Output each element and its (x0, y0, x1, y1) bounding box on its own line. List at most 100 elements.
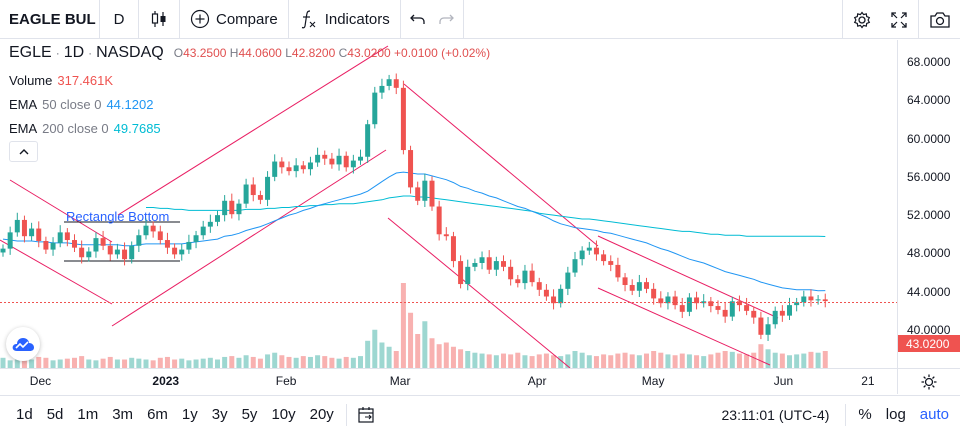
range-button[interactable]: 1m (77, 406, 99, 423)
volume-bar (508, 354, 514, 368)
channel-line[interactable] (597, 287, 771, 366)
log-toggle[interactable]: log (885, 406, 906, 423)
volume-label: Volume (9, 72, 53, 88)
logo-button[interactable] (6, 327, 40, 361)
axis-settings-button[interactable] (897, 368, 960, 394)
candle-body (486, 257, 492, 270)
candle-body (736, 301, 742, 306)
pattern-label[interactable]: Rectangle Bottom (66, 209, 169, 224)
percent-toggle[interactable]: % (858, 406, 872, 423)
candle-body (572, 259, 578, 273)
volume-bar (400, 283, 406, 368)
candles-icon (151, 11, 166, 27)
range-button[interactable]: 6m (147, 406, 168, 423)
candle-body (593, 247, 599, 255)
candle-body (622, 277, 628, 286)
price-chart[interactable]: Rectangle Bottom (0, 40, 897, 368)
volume-bar (808, 351, 814, 368)
legend-main-row[interactable]: EGLE · 1D · NASDAQ O43.2500 H44.0600 L42… (9, 44, 490, 64)
time-tick-label: Apr (527, 374, 547, 388)
candle-body (436, 206, 442, 235)
candle-body (0, 248, 6, 253)
channel-line[interactable] (111, 149, 387, 327)
candle-body (422, 180, 428, 201)
candle-body (636, 282, 642, 291)
legend-ema200-row[interactable]: EMA 200 close 0 49.7685 (9, 116, 490, 140)
snapshot-button[interactable] (918, 0, 960, 39)
channel-line[interactable] (387, 217, 571, 368)
volume-bar (29, 359, 35, 368)
volume-bar (57, 359, 63, 368)
candle-body (529, 270, 535, 283)
range-button[interactable]: 10y (271, 406, 296, 423)
price-scale[interactable]: 68.0000 64.0000 60.0000 56.0000 52.0000 48.00… (897, 40, 960, 368)
range-button[interactable]: 1d (16, 406, 33, 423)
volume-bar (529, 356, 535, 368)
channel-line[interactable] (597, 235, 779, 319)
legend-ema50-row[interactable]: EMA 50 close 0 44.1202 (9, 92, 490, 116)
range-button[interactable]: 3m (112, 406, 134, 423)
legend-symbol: EGLE (9, 44, 52, 61)
clock[interactable]: 23:11:01 (UTC-4) (721, 406, 830, 423)
channel-line[interactable] (9, 179, 113, 243)
settings-button[interactable] (842, 0, 880, 39)
candle-body (644, 282, 649, 289)
volume-bar (615, 353, 621, 368)
range-button[interactable]: 1y (181, 406, 198, 423)
candle-body (136, 235, 142, 246)
volume-bar (50, 360, 56, 368)
volume-bar (536, 354, 542, 368)
ema200-label: EMA (9, 120, 38, 136)
candle-body (64, 232, 70, 241)
legend-collapse-button[interactable] (9, 141, 38, 162)
indicators-button[interactable]: Indicators (289, 0, 401, 39)
legend-interval: 1D (63, 44, 85, 61)
candle-body (665, 296, 671, 304)
time-tick-label: Mar (389, 374, 411, 388)
fullscreen-button[interactable] (880, 0, 918, 39)
volume-bar (43, 357, 49, 368)
goto-date-button[interactable] (357, 406, 375, 424)
auto-toggle[interactable]: auto (919, 406, 949, 423)
high-value: 44.0600 (238, 46, 282, 60)
time-axis[interactable]: Dec 2023 Feb Mar Apr May Jun 21 (0, 368, 897, 394)
drawings: Rectangle Bottom (0, 45, 779, 368)
volume-bar (21, 358, 27, 368)
candle-body (501, 261, 506, 267)
time-tick-label: Dec (29, 374, 52, 388)
bottom-toolbar: 1d 5d 1m 3m 6m 1y 3y 5y 10y 20y 23:11:01 (UTC-4) … (0, 395, 960, 433)
range-button[interactable]: 5d (46, 406, 64, 423)
candle-body (129, 245, 135, 260)
candle-body (701, 301, 707, 304)
gear-icon (853, 11, 870, 28)
chart-pane[interactable]: Rectangle Bottom (0, 40, 897, 368)
volume-bar (200, 358, 206, 368)
legend-volume-row[interactable]: Volume 317.461K (9, 68, 490, 92)
candle-body (479, 257, 485, 263)
volume-bar (479, 353, 485, 368)
symbol-search-button[interactable]: EAGLE BUL (0, 0, 100, 39)
redo-icon[interactable] (437, 10, 455, 28)
candle-body (715, 306, 721, 310)
range-button[interactable]: 5y (241, 406, 258, 423)
volume-bar (300, 356, 306, 368)
candle-body (493, 261, 499, 270)
range-button[interactable]: 3y (211, 406, 228, 423)
volume-bar (722, 351, 728, 368)
range-button[interactable]: 20y (309, 406, 334, 423)
chart-type-button[interactable] (138, 0, 180, 39)
volume-bar (601, 354, 607, 368)
candle-body (207, 221, 213, 227)
undo-icon[interactable] (409, 10, 427, 28)
interval-button[interactable]: D (100, 0, 138, 39)
candle-body (150, 225, 156, 232)
volume-bar (672, 355, 678, 368)
channel-line[interactable] (0, 239, 113, 305)
last-price-tag: 43.0200 (898, 335, 960, 352)
volume-value: 317.461K (57, 72, 114, 88)
volume-bar (408, 312, 414, 368)
channel-line[interactable] (117, 45, 389, 216)
candle-body (679, 305, 685, 312)
channel-line[interactable] (403, 83, 599, 247)
compare-button[interactable]: Compare (180, 0, 289, 39)
